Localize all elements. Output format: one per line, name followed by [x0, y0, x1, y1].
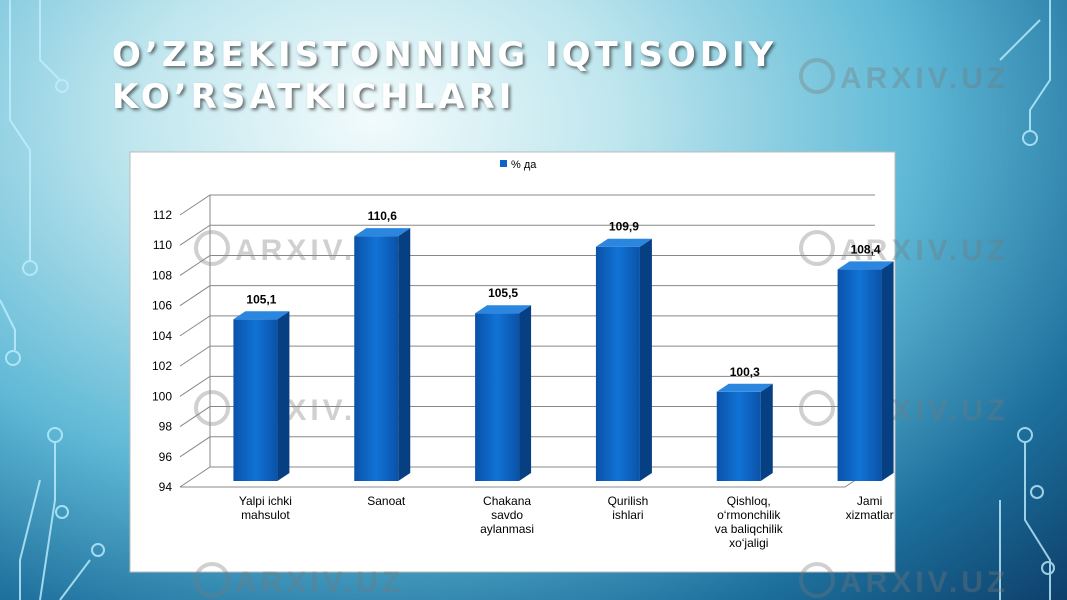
slide-title: O’ZBEKISTONNING IQTISODIY KO’RSATKICHLAR… [112, 35, 778, 117]
y-tick-label: 106 [152, 299, 172, 313]
bar-top [837, 261, 894, 270]
bar [354, 236, 399, 481]
y-tick-label: 112 [153, 208, 172, 222]
watermark-icon [799, 390, 835, 426]
bar-side [760, 383, 773, 481]
x-tick-label: Chakana [483, 494, 531, 508]
x-tick-label: Yalpi ichki [239, 494, 292, 508]
x-tick-label: ishlari [612, 508, 643, 522]
watermark-icon [194, 562, 230, 598]
x-tick-label: Qishloq, [727, 494, 771, 508]
x-tick-label: xizmatlar [846, 508, 894, 522]
x-tick-label: va baliqchilik [715, 522, 784, 536]
bar-group [716, 383, 773, 481]
watermark-icon [194, 390, 230, 426]
value-label: 110,6 [368, 209, 398, 223]
x-tick-label: aylanmasi [480, 522, 534, 536]
bar [595, 246, 640, 481]
value-label: 100,3 [730, 365, 760, 379]
y-tick-label: 108 [152, 268, 172, 282]
bar-top [233, 311, 290, 320]
watermark: ARXIV.UZ [840, 566, 1009, 599]
bar-top [354, 228, 411, 237]
legend-swatch [500, 160, 507, 167]
y-tick-label: 102 [152, 359, 172, 373]
y-tick-label: 96 [159, 450, 173, 464]
y-tick-label: 104 [152, 329, 172, 343]
x-tick-label: mahsulot [241, 508, 290, 522]
bar-side [398, 228, 411, 481]
bar [716, 391, 761, 481]
bar-top [475, 305, 532, 314]
watermark: ARXIV.UZ [840, 62, 1009, 95]
x-tick-label: Jami [857, 494, 882, 508]
value-label: 105,1 [246, 292, 276, 306]
x-tick-label: savdo [491, 508, 523, 522]
value-label: 105,5 [488, 286, 518, 300]
bar-top [595, 238, 652, 247]
bar-group [233, 311, 290, 481]
legend-label: % да [511, 159, 537, 171]
bar-top [716, 383, 773, 392]
y-tick-label: 98 [159, 420, 173, 434]
x-tick-label: o‘rmonchilik [717, 508, 781, 522]
watermark-icon [799, 562, 835, 598]
y-tick-label: 94 [159, 480, 173, 494]
watermark-icon [799, 230, 835, 266]
bar [837, 269, 882, 481]
bar-side [519, 305, 532, 481]
value-label: 109,9 [609, 220, 639, 234]
bar-side [881, 261, 894, 481]
watermark-icon [194, 230, 230, 266]
bar-group [354, 228, 411, 481]
bar [233, 319, 278, 481]
watermark-icon [799, 58, 835, 94]
x-tick-label: Sanoat [367, 494, 406, 508]
bar-group [595, 238, 652, 481]
bar-side [277, 311, 290, 481]
bar-side [639, 238, 652, 481]
x-tick-label: Qurilish [608, 494, 649, 508]
value-label: 108,4 [851, 242, 881, 256]
y-tick-label: 100 [152, 389, 172, 403]
x-tick-label: xo‘jaligi [729, 536, 768, 550]
bar [475, 313, 520, 481]
bar-group [837, 261, 894, 481]
y-tick-label: 110 [153, 238, 172, 252]
watermark: ARXIV.UZ [235, 566, 404, 599]
bar-group [475, 305, 532, 481]
